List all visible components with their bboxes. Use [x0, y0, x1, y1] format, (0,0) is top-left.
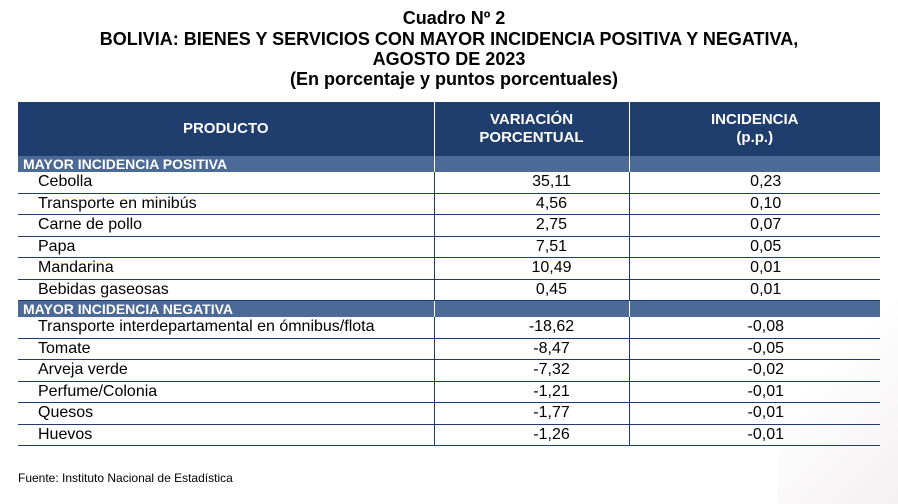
incidencia-cell: -0,05	[628, 338, 880, 360]
table-row: Transporte en minibús 4,56 0,10	[18, 193, 880, 215]
section-header-negative: MAYOR INCIDENCIA NEGATIVA	[18, 300, 880, 317]
table-title: Cuadro Nº 2 BOLIVIA: BIENES Y SERVICIOS …	[0, 8, 898, 89]
variacion-cell: -1,26	[433, 424, 629, 446]
variacion-cell: 7,51	[433, 236, 629, 258]
product-cell: Bebidas gaseosas	[18, 279, 434, 301]
variacion-cell: -1,77	[433, 402, 629, 425]
product-cell: Papa	[18, 236, 434, 258]
source-note: Fuente: Instituto Nacional de Estadístic…	[18, 471, 233, 485]
product-cell: Transporte en minibús	[18, 193, 434, 215]
incidencia-cell: -0,02	[628, 359, 880, 382]
variacion-cell: 0,45	[433, 279, 629, 301]
section-cell	[434, 300, 630, 317]
product-cell: Mandarina	[18, 257, 434, 280]
incidencia-cell: -0,01	[628, 381, 880, 403]
product-cell: Carne de pollo	[18, 214, 434, 237]
table-row: Perfume/Colonia -1,21 -0,01	[18, 381, 880, 403]
incidence-table: PRODUCTO VARIACIÓN PORCENTUAL INCIDENCIA(…	[18, 102, 880, 446]
section-label: MAYOR INCIDENCIA NEGATIVA	[18, 300, 435, 317]
table-row: Arveja verde -7,32 -0,02	[18, 359, 880, 382]
header-producto: PRODUCTO	[18, 102, 435, 156]
table-row: Carne de pollo 2,75 0,07	[18, 214, 880, 237]
product-cell: Cebolla	[18, 172, 434, 194]
product-cell: Huevos	[18, 424, 434, 446]
variacion-cell: 4,56	[433, 193, 629, 215]
table-row: Papa 7,51 0,05	[18, 236, 880, 258]
incidencia-cell: -0,08	[628, 317, 880, 339]
title-line-2: BOLIVIA: BIENES Y SERVICIOS CON MAYOR IN…	[99, 29, 799, 49]
incidencia-cell: -0,01	[628, 402, 880, 425]
header-variacion: VARIACIÓN PORCENTUAL	[434, 102, 630, 156]
section-cell	[629, 156, 880, 172]
product-cell: Transporte interdepartamental en ómnibus…	[18, 317, 434, 339]
section-cell	[629, 300, 880, 317]
incidencia-cell: 0,10	[628, 193, 880, 215]
title-line-1: Cuadro Nº 2	[402, 8, 506, 28]
table-row: Mandarina 10,49 0,01	[18, 257, 880, 280]
product-cell: Quesos	[18, 402, 434, 425]
section-label: MAYOR INCIDENCIA POSITIVA	[18, 156, 435, 172]
product-cell: Tomate	[18, 338, 434, 360]
table-row: Transporte interdepartamental en ómnibus…	[18, 317, 880, 339]
table-header-row: PRODUCTO VARIACIÓN PORCENTUAL INCIDENCIA(…	[18, 102, 880, 156]
table-body: MAYOR INCIDENCIA POSITIVA Cebolla 35,11 0,2…	[18, 156, 880, 446]
variacion-cell: 35,11	[433, 172, 629, 194]
variacion-cell: -1,21	[433, 381, 629, 403]
incidencia-cell: 0,01	[628, 279, 880, 301]
table-row: Huevos -1,26 -0,01	[18, 424, 880, 446]
variacion-cell: -7,32	[433, 359, 629, 382]
product-cell: Perfume/Colonia	[18, 381, 434, 403]
variacion-cell: 2,75	[433, 214, 629, 237]
section-header-positive: MAYOR INCIDENCIA POSITIVA	[18, 156, 880, 172]
title-line-3: AGOSTO DE 2023	[372, 49, 526, 69]
table-row: Tomate -8,47 -0,05	[18, 338, 880, 360]
product-cell: Arveja verde	[18, 359, 434, 382]
variacion-cell: -8,47	[433, 338, 629, 360]
variacion-cell: 10,49	[433, 257, 629, 280]
header-incidencia: INCIDENCIA (p.p.)	[629, 102, 880, 156]
table-row: Bebidas gaseosas 0,45 0,01	[18, 279, 880, 301]
section-cell	[434, 156, 630, 172]
title-line-4: (En porcentaje y puntos porcentuales)	[289, 69, 619, 89]
incidencia-cell: 0,07	[628, 214, 880, 237]
table-row: Cebolla 35,11 0,23	[18, 172, 880, 194]
incidencia-cell: 0,05	[628, 236, 880, 258]
table-row: Quesos -1,77 -0,01	[18, 402, 880, 425]
incidencia-cell: 0,01	[628, 257, 880, 280]
variacion-cell: -18,62	[433, 317, 629, 339]
incidencia-cell: -0,01	[628, 424, 880, 446]
incidencia-cell: 0,23	[628, 172, 880, 194]
